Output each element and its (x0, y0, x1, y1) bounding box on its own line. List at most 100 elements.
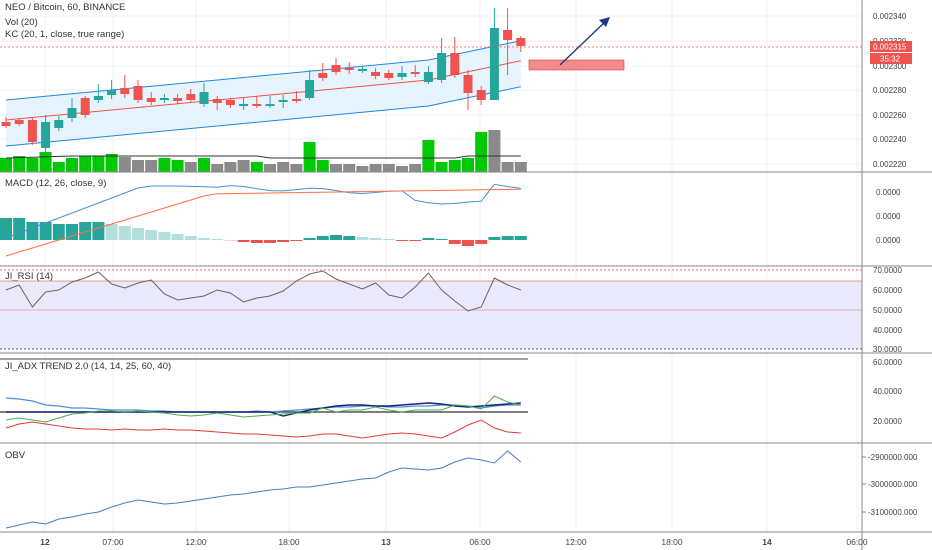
macd-histogram-bar (303, 238, 316, 240)
macd-histogram-bar (488, 237, 501, 240)
forecast-arrow[interactable] (559, 19, 608, 66)
time-tick-label: 06:00 (846, 537, 868, 547)
macd-histogram-bar (211, 239, 224, 240)
volume-moving-average (5, 155, 521, 159)
price-pane[interactable] (0, 8, 862, 172)
candle-body (516, 38, 526, 46)
volume-bar (475, 132, 488, 172)
macd-histogram-bar (105, 224, 118, 240)
rsi-tick-label: 50.0000 (873, 306, 902, 315)
candle-body (54, 120, 64, 128)
volume-bar (448, 160, 461, 172)
macd-tick-label: 0.0000 (876, 236, 901, 245)
macd-histogram-bar (39, 222, 52, 240)
rsi-line (5, 270, 521, 312)
candle-body (80, 98, 90, 115)
candle-body (265, 104, 275, 106)
adx-tick-label: 40.0000 (873, 387, 902, 396)
obv-indicator-label[interactable]: OBV (5, 450, 26, 461)
macd-histogram-bar (13, 218, 26, 240)
volume-bar (264, 164, 276, 172)
macd-histogram-bar (118, 226, 131, 240)
target-zone-rect[interactable] (528, 59, 625, 71)
price-tick-label: 0.002340 (873, 12, 907, 21)
candle-body (278, 100, 288, 102)
macd-histogram-bar (198, 238, 210, 240)
volume-bar (158, 158, 171, 172)
time-tick-label: 18:00 (278, 537, 300, 547)
macd-histogram-bar (475, 240, 488, 244)
rsi-tick-label: 70.0000 (873, 266, 902, 275)
candle-body (107, 90, 117, 95)
volume-bar (396, 166, 408, 172)
candle-body (344, 68, 354, 70)
volume-bar (39, 152, 52, 172)
keltner-indicator-label[interactable]: KC (20, 1, close, true range) (5, 29, 125, 40)
time-tick-label: 12:00 (185, 537, 207, 547)
rsi-indicator-label[interactable]: JI_RSI (14) (5, 271, 54, 282)
rsi-band (0, 281, 862, 349)
macd-histogram-bar (224, 240, 237, 241)
volume-bar (501, 162, 514, 172)
adx-line (5, 397, 521, 414)
volume-bar (369, 164, 382, 172)
candle-body (384, 73, 394, 78)
candle-body (371, 72, 381, 76)
rsi-tick-label: 40.0000 (873, 326, 902, 335)
candle-body (503, 30, 513, 40)
volume-bar (13, 156, 26, 172)
volume-bar (211, 164, 224, 172)
time-tick-label: 13 (381, 537, 391, 547)
volume-bar (118, 157, 131, 172)
volume-bar (422, 140, 435, 172)
obv-tick-label: -3000000.000 (868, 480, 918, 489)
macd-pane[interactable] (0, 183, 527, 257)
adx-plus-di-line (5, 395, 521, 423)
volume-bar (198, 158, 210, 172)
time-axis[interactable]: 12 07:00 12:00 18:00 13 06:00 12:00 18:00 14 06:0… (40, 537, 868, 547)
macd-histogram-bar (369, 238, 382, 240)
volume-indicator-label[interactable]: Vol (20) (5, 17, 38, 28)
keltner-upper-line (5, 40, 521, 101)
current-price-value: 0.002315 (873, 43, 907, 52)
macd-histogram-bar (237, 240, 250, 242)
time-tick-label: 07:00 (102, 537, 124, 547)
macd-indicator-label[interactable]: MACD (12, 26, close, 9) (5, 178, 107, 189)
candle-body (41, 122, 51, 148)
macd-histogram-bar (171, 234, 184, 240)
macd-histogram-bar (145, 230, 158, 240)
macd-histogram-bar (52, 224, 65, 240)
candle-body (133, 86, 143, 100)
adx-pane[interactable] (0, 358, 528, 439)
volume-bar (382, 164, 395, 172)
time-tick-label: 12 (40, 537, 50, 547)
volume-bar (316, 160, 329, 172)
macd-line (5, 183, 521, 239)
macd-histogram-bar (462, 240, 474, 246)
price-axis[interactable]: 0.0023400.0023200.0023000.0022800.002260… (862, 12, 918, 517)
adx-minus-di-line (5, 419, 521, 439)
macd-histogram-bar (448, 240, 461, 244)
volume-bar (145, 160, 158, 172)
macd-histogram-bar (343, 236, 356, 240)
time-tick-label: 06:00 (469, 537, 491, 547)
rsi-tick-label: 60.0000 (873, 286, 902, 295)
adx-indicator-label[interactable]: JI_ADX TREND 2.0 (14, 14, 25, 60, 40) (5, 361, 172, 372)
candle-body (331, 65, 341, 72)
volume-bar (171, 160, 184, 172)
keltner-lower-line (5, 86, 521, 147)
obv-pane[interactable] (5, 450, 522, 529)
macd-histogram-bar (422, 238, 435, 240)
rsi-pane[interactable] (0, 269, 862, 350)
macd-histogram-bar (264, 240, 276, 243)
adx-tick-label: 60.0000 (873, 358, 902, 367)
symbol-title[interactable]: NEO / Bitcoin, 60, BINANCE (5, 2, 126, 13)
candle-body (291, 99, 301, 101)
rsi-tick-label: 30.0000 (873, 345, 902, 354)
price-tick-label: 0.002300 (873, 62, 907, 71)
price-tick-label: 0.002280 (873, 86, 907, 95)
volume-bar (409, 164, 422, 172)
macd-histogram-bar (132, 228, 144, 240)
candle-body (67, 108, 77, 118)
